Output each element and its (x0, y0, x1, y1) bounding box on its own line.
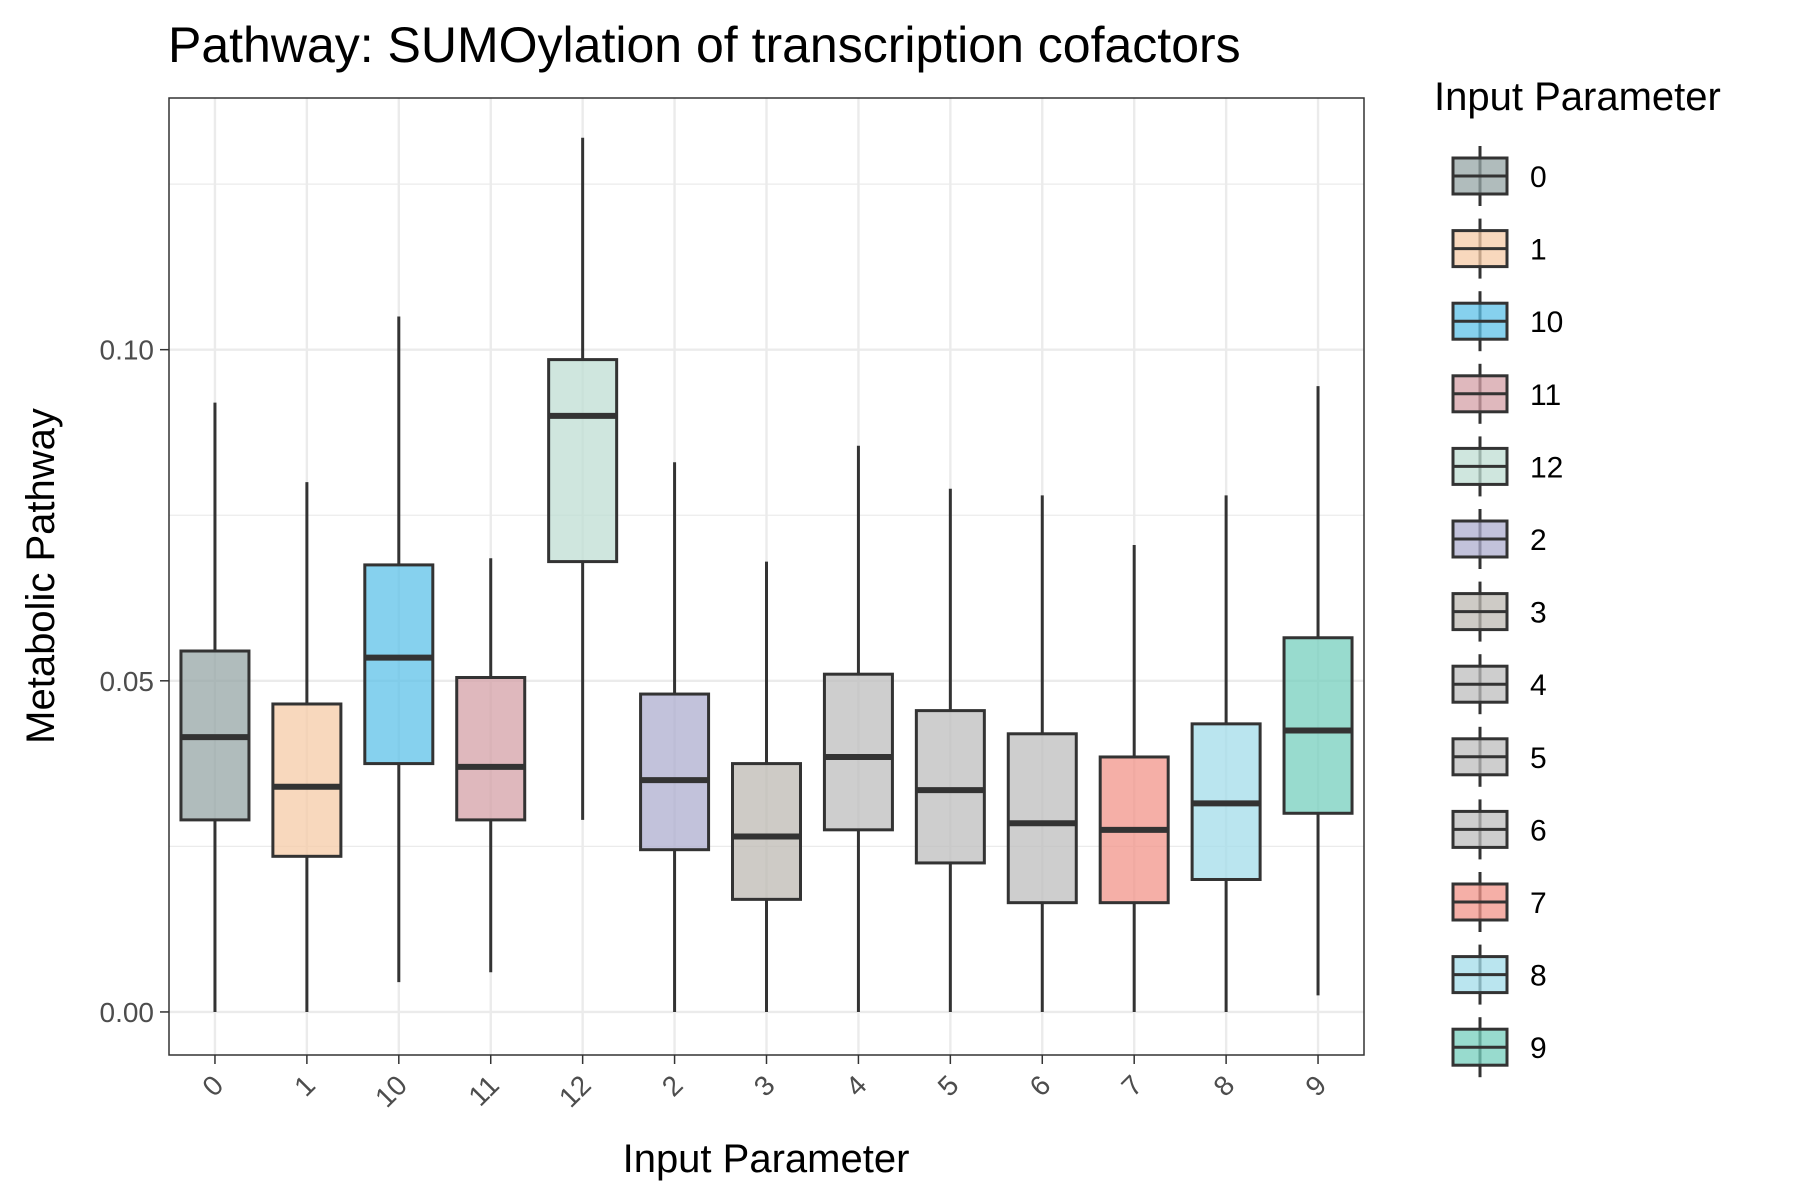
legend-item-9: 9 (1451, 1017, 1547, 1078)
legend-item-8: 8 (1451, 944, 1547, 1005)
legend-label: 2 (1530, 524, 1547, 557)
x-tick-label: 3 (748, 1069, 781, 1102)
legend: Input Parameter 0 1 10 11 12 2 3 4 5 6 7 8 9 (1434, 75, 1721, 1078)
legend-title: Input Parameter (1434, 75, 1721, 119)
box-body (363, 563, 435, 766)
box-12 (547, 137, 619, 820)
box-7 (1098, 545, 1170, 1012)
box-3 (731, 561, 802, 1012)
x-tick-label: 9 (1299, 1069, 1332, 1102)
box-body (822, 672, 894, 832)
legend-label: 9 (1530, 1032, 1547, 1065)
x-axis-title: Input Parameter (623, 1137, 910, 1181)
box-0 (179, 402, 251, 1012)
legend-label: 12 (1530, 451, 1563, 484)
box-9 (1282, 386, 1354, 996)
x-tick-label: 8 (1207, 1069, 1240, 1102)
box-4 (822, 445, 894, 1012)
box-6 (1006, 495, 1078, 1012)
legend-item-4: 4 (1451, 654, 1547, 715)
legend-item-12: 12 (1451, 436, 1563, 497)
x-tick-label: 2 (656, 1069, 689, 1102)
x-tick-label: 6 (1024, 1069, 1057, 1102)
legend-label: 10 (1530, 306, 1563, 339)
legend-label: 5 (1530, 742, 1547, 775)
box-11 (455, 558, 527, 973)
legend-label: 0 (1530, 161, 1547, 194)
box-10 (363, 316, 435, 983)
boxes (179, 137, 1354, 1012)
box-body (914, 709, 986, 865)
y-axis-title: Metabolic Pathway (19, 408, 63, 744)
legend-item-11: 11 (1451, 363, 1561, 424)
legend-label: 7 (1530, 887, 1547, 920)
box-body (731, 762, 802, 901)
legend-label: 4 (1530, 669, 1547, 702)
legend-item-1: 1 (1451, 218, 1547, 279)
legend-item-10: 10 (1451, 291, 1563, 352)
legend-item-5: 5 (1451, 726, 1547, 787)
box-body (1282, 636, 1354, 815)
box-body (1006, 732, 1078, 905)
legend-label: 3 (1530, 597, 1547, 630)
box-5 (914, 488, 986, 1012)
legend-label: 8 (1530, 960, 1547, 993)
legend-item-2: 2 (1451, 509, 1547, 569)
x-tick-label: 11 (462, 1069, 504, 1111)
box-body (455, 675, 527, 822)
x-tick-label: 5 (932, 1069, 965, 1102)
y-tick-label: 0.00 (100, 997, 155, 1028)
x-tick-label: 4 (840, 1069, 873, 1102)
legend-item-6: 6 (1451, 799, 1547, 860)
box-8 (1190, 495, 1262, 1012)
box-2 (639, 462, 711, 1012)
box-body (271, 702, 343, 858)
y-tick-label: 0.05 (100, 666, 155, 697)
x-axis: 0 1 10 11 12 2 3 4 5 6 7 8 9 (196, 1055, 1332, 1113)
y-tick-label: 0.10 (100, 335, 155, 366)
x-tick-label: 10 (369, 1069, 413, 1113)
legend-label: 6 (1530, 814, 1547, 847)
legend-label: 11 (1530, 379, 1561, 412)
chart-title: Pathway: SUMOylation of transcription co… (168, 17, 1241, 73)
x-tick-label: 12 (553, 1069, 597, 1113)
legend-item-3: 3 (1451, 581, 1547, 642)
x-tick-label: 1 (288, 1069, 321, 1102)
box-body (639, 692, 711, 852)
y-axis: 0.00 0.05 0.10 (100, 335, 169, 1028)
legend-item-0: 0 (1451, 146, 1547, 206)
box-1 (271, 482, 343, 1012)
legend-label: 1 (1530, 234, 1547, 267)
x-tick-label: 0 (196, 1069, 229, 1102)
box-body (547, 358, 619, 564)
x-tick-label: 7 (1115, 1069, 1148, 1102)
legend-item-7: 7 (1451, 872, 1547, 932)
